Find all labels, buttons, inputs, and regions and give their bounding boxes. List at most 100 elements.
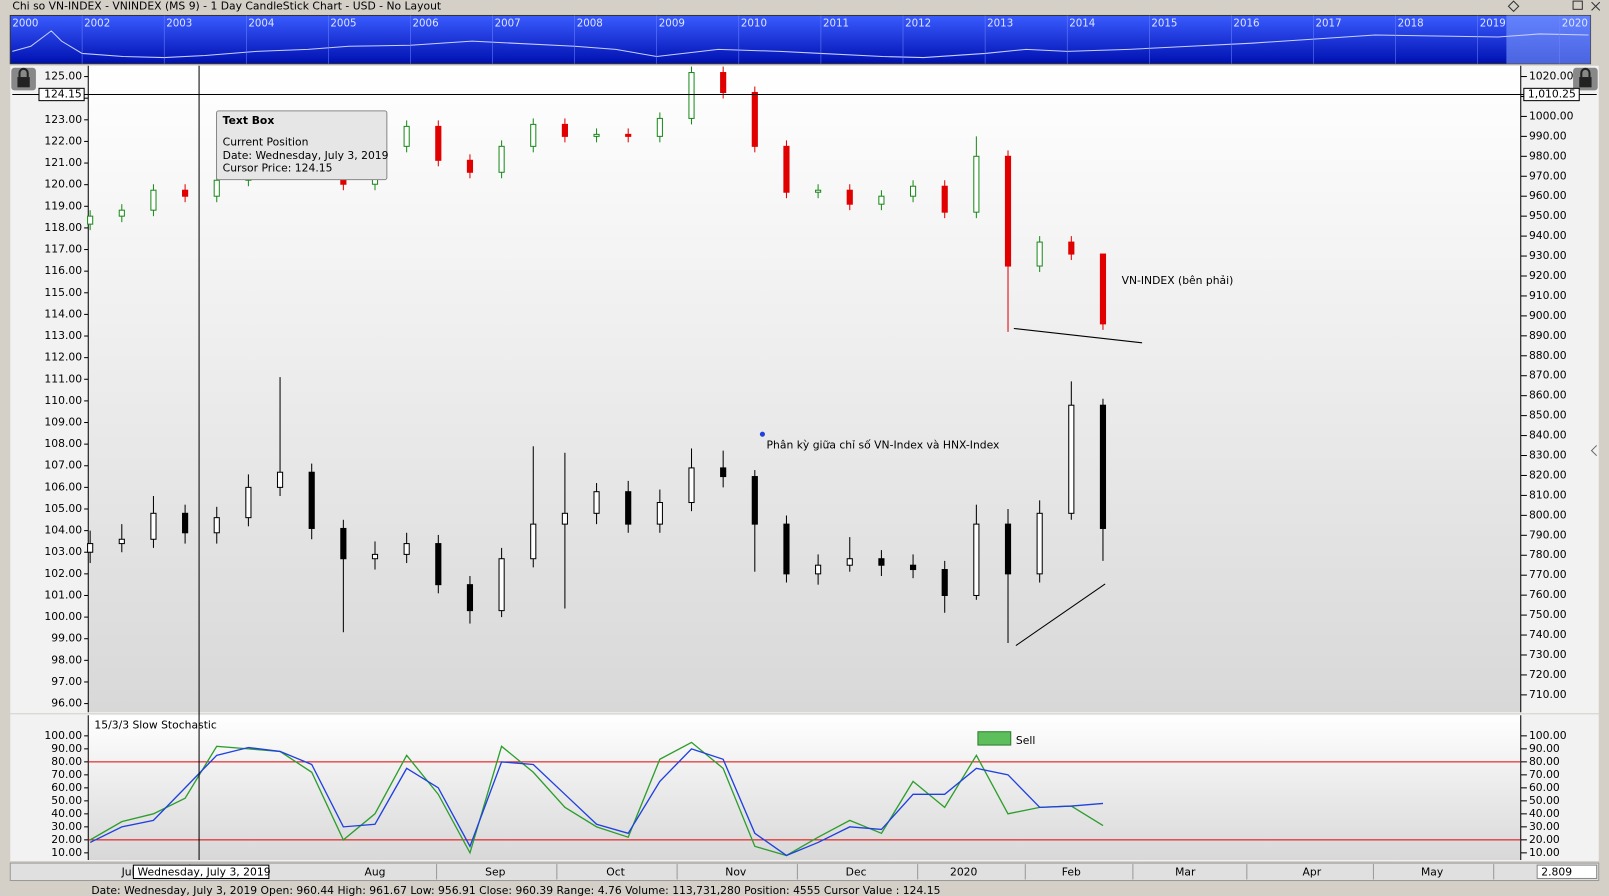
candle-body: [150, 512, 157, 540]
candle-body: [878, 195, 885, 205]
y-tick-label: 90.00: [51, 742, 82, 755]
y2-tick-label: 50.00: [1529, 794, 1560, 807]
lock-left[interactable]: [11, 67, 36, 91]
candle-body: [878, 558, 885, 566]
overview-year: 2011: [823, 18, 849, 30]
candle-body: [815, 189, 822, 193]
overview-year: 2016: [1233, 18, 1259, 30]
y2-tick-label: 810.00: [1529, 488, 1567, 501]
candle-body: [182, 512, 189, 534]
candle-body: [720, 72, 727, 94]
icon[interactable]: [1507, 0, 1520, 13]
text-box-frame[interactable]: [216, 110, 388, 181]
overview-year: 2009: [659, 18, 685, 30]
y2-tick-label: 10.00: [1529, 846, 1560, 859]
candle-body: [625, 491, 632, 525]
y-tick-label: 99.00: [51, 632, 82, 645]
lock-shackle: [1580, 67, 1591, 78]
y2-tick-label: 930.00: [1529, 249, 1567, 262]
candle-body: [973, 523, 980, 596]
y-tick-label: 100.00: [44, 610, 82, 623]
candle-body: [783, 145, 790, 193]
candle-body: [1099, 404, 1107, 529]
x-axis-bar: [9, 862, 1600, 882]
candle-body: [182, 189, 189, 197]
y2-tick-label: 760.00: [1529, 588, 1567, 601]
candle-body: [530, 523, 537, 560]
overview-strip[interactable]: 2000 2002 2003 2004 2005 2006 2007 2008 2009 2010…: [9, 14, 1592, 65]
lock-body: [1579, 77, 1592, 88]
y2-tick-label: 750.00: [1529, 608, 1567, 621]
candle-body: [656, 117, 663, 137]
overview-year: 2014: [1069, 18, 1095, 30]
y-tick-label: 104.00: [44, 524, 82, 537]
scale-box[interactable]: [1536, 864, 1598, 879]
x-tick-label: Aug: [364, 865, 385, 878]
y2-tick-label: 20.00: [1529, 833, 1560, 846]
collapse-arrow[interactable]: [1590, 445, 1598, 457]
text-box-title: Text Box: [223, 114, 275, 127]
candle-body: [435, 543, 442, 586]
indicator-title: 15/3/3 Slow Stochastic: [94, 719, 217, 732]
text-box[interactable]: Text Box Current Position Date: Wednesda…: [216, 110, 389, 181]
toolbar-icons[interactable]: [1507, 0, 1601, 13]
cursor-date: Wednesday, July 3, 2019: [138, 865, 271, 878]
overview-year: 2006: [413, 18, 439, 30]
icon[interactable]: [1572, 0, 1583, 10]
y-tick-label: 110.00: [44, 394, 82, 407]
overview-year: 2012: [905, 18, 931, 30]
x-tick-label: Dec: [846, 865, 867, 878]
cursor-value-box: [38, 87, 85, 102]
x-tick-label: Apr: [1303, 865, 1322, 878]
y2-tick-label: 990.00: [1529, 129, 1567, 142]
text-box-line: Current Position: [223, 136, 309, 149]
candle-body: [1068, 241, 1075, 255]
scale-value: 2.809: [1541, 865, 1572, 878]
candle-body: [340, 527, 347, 560]
cursor-value-box: [1523, 87, 1580, 102]
cursor-right-value: 1,010.25: [1528, 87, 1576, 100]
lock-right[interactable]: [1573, 67, 1598, 91]
candle-body: [466, 584, 474, 612]
y2-tick-label: 800.00: [1529, 508, 1567, 521]
candle-body: [751, 91, 758, 147]
y2-tick-label: 740.00: [1529, 628, 1567, 641]
y-tick-label: 116.00: [44, 264, 82, 277]
y-tick-label: 120.00: [44, 178, 82, 191]
candle-body: [973, 155, 980, 213]
cursor-date-box: [132, 864, 270, 879]
candle-body: [846, 189, 853, 205]
candle-body: [435, 125, 442, 161]
y-tick-label: 108.00: [44, 437, 82, 450]
y2-tick-label: 80.00: [1529, 755, 1560, 768]
y2-tick-label: 60.00: [1529, 781, 1560, 794]
annotation-anchor: [759, 431, 765, 437]
candle-body: [593, 491, 600, 514]
overview-window[interactable]: [1506, 15, 1591, 64]
y2-tick-label: 980.00: [1529, 149, 1567, 162]
y2-tick-label: 840.00: [1529, 429, 1567, 442]
y2-tick-label: 1020.00: [1529, 70, 1574, 83]
y-tick-label: 101.00: [44, 588, 82, 601]
overview-year: 2010: [741, 18, 767, 30]
text-box-line: Cursor Price: 124.15: [223, 161, 333, 174]
candle-body: [720, 467, 727, 478]
y2-tick-label: 720.00: [1529, 668, 1567, 681]
overview-year: 2020: [1562, 18, 1588, 30]
y2-tick-label: 1000.00: [1529, 109, 1574, 122]
lock-body: [17, 77, 30, 88]
y-tick-label: 102.00: [44, 567, 82, 580]
signal-box: [977, 731, 1012, 746]
x-tick-label: Jul: [121, 865, 135, 878]
y2-tick-label: 900.00: [1529, 309, 1567, 322]
y-tick-label: 123.00: [44, 113, 82, 126]
y-tick-label: 118.00: [44, 221, 82, 234]
candle-body: [909, 564, 917, 571]
candle-body: [466, 159, 474, 173]
icon[interactable]: [1591, 1, 1601, 11]
indicator-line: [89, 741, 1104, 857]
text-box-line: Date: Wednesday, July 3, 2019: [223, 149, 389, 162]
y-tick-label: 125.00: [44, 70, 82, 83]
candle-body: [530, 123, 537, 147]
y-tick-label: 111.00: [44, 372, 82, 385]
